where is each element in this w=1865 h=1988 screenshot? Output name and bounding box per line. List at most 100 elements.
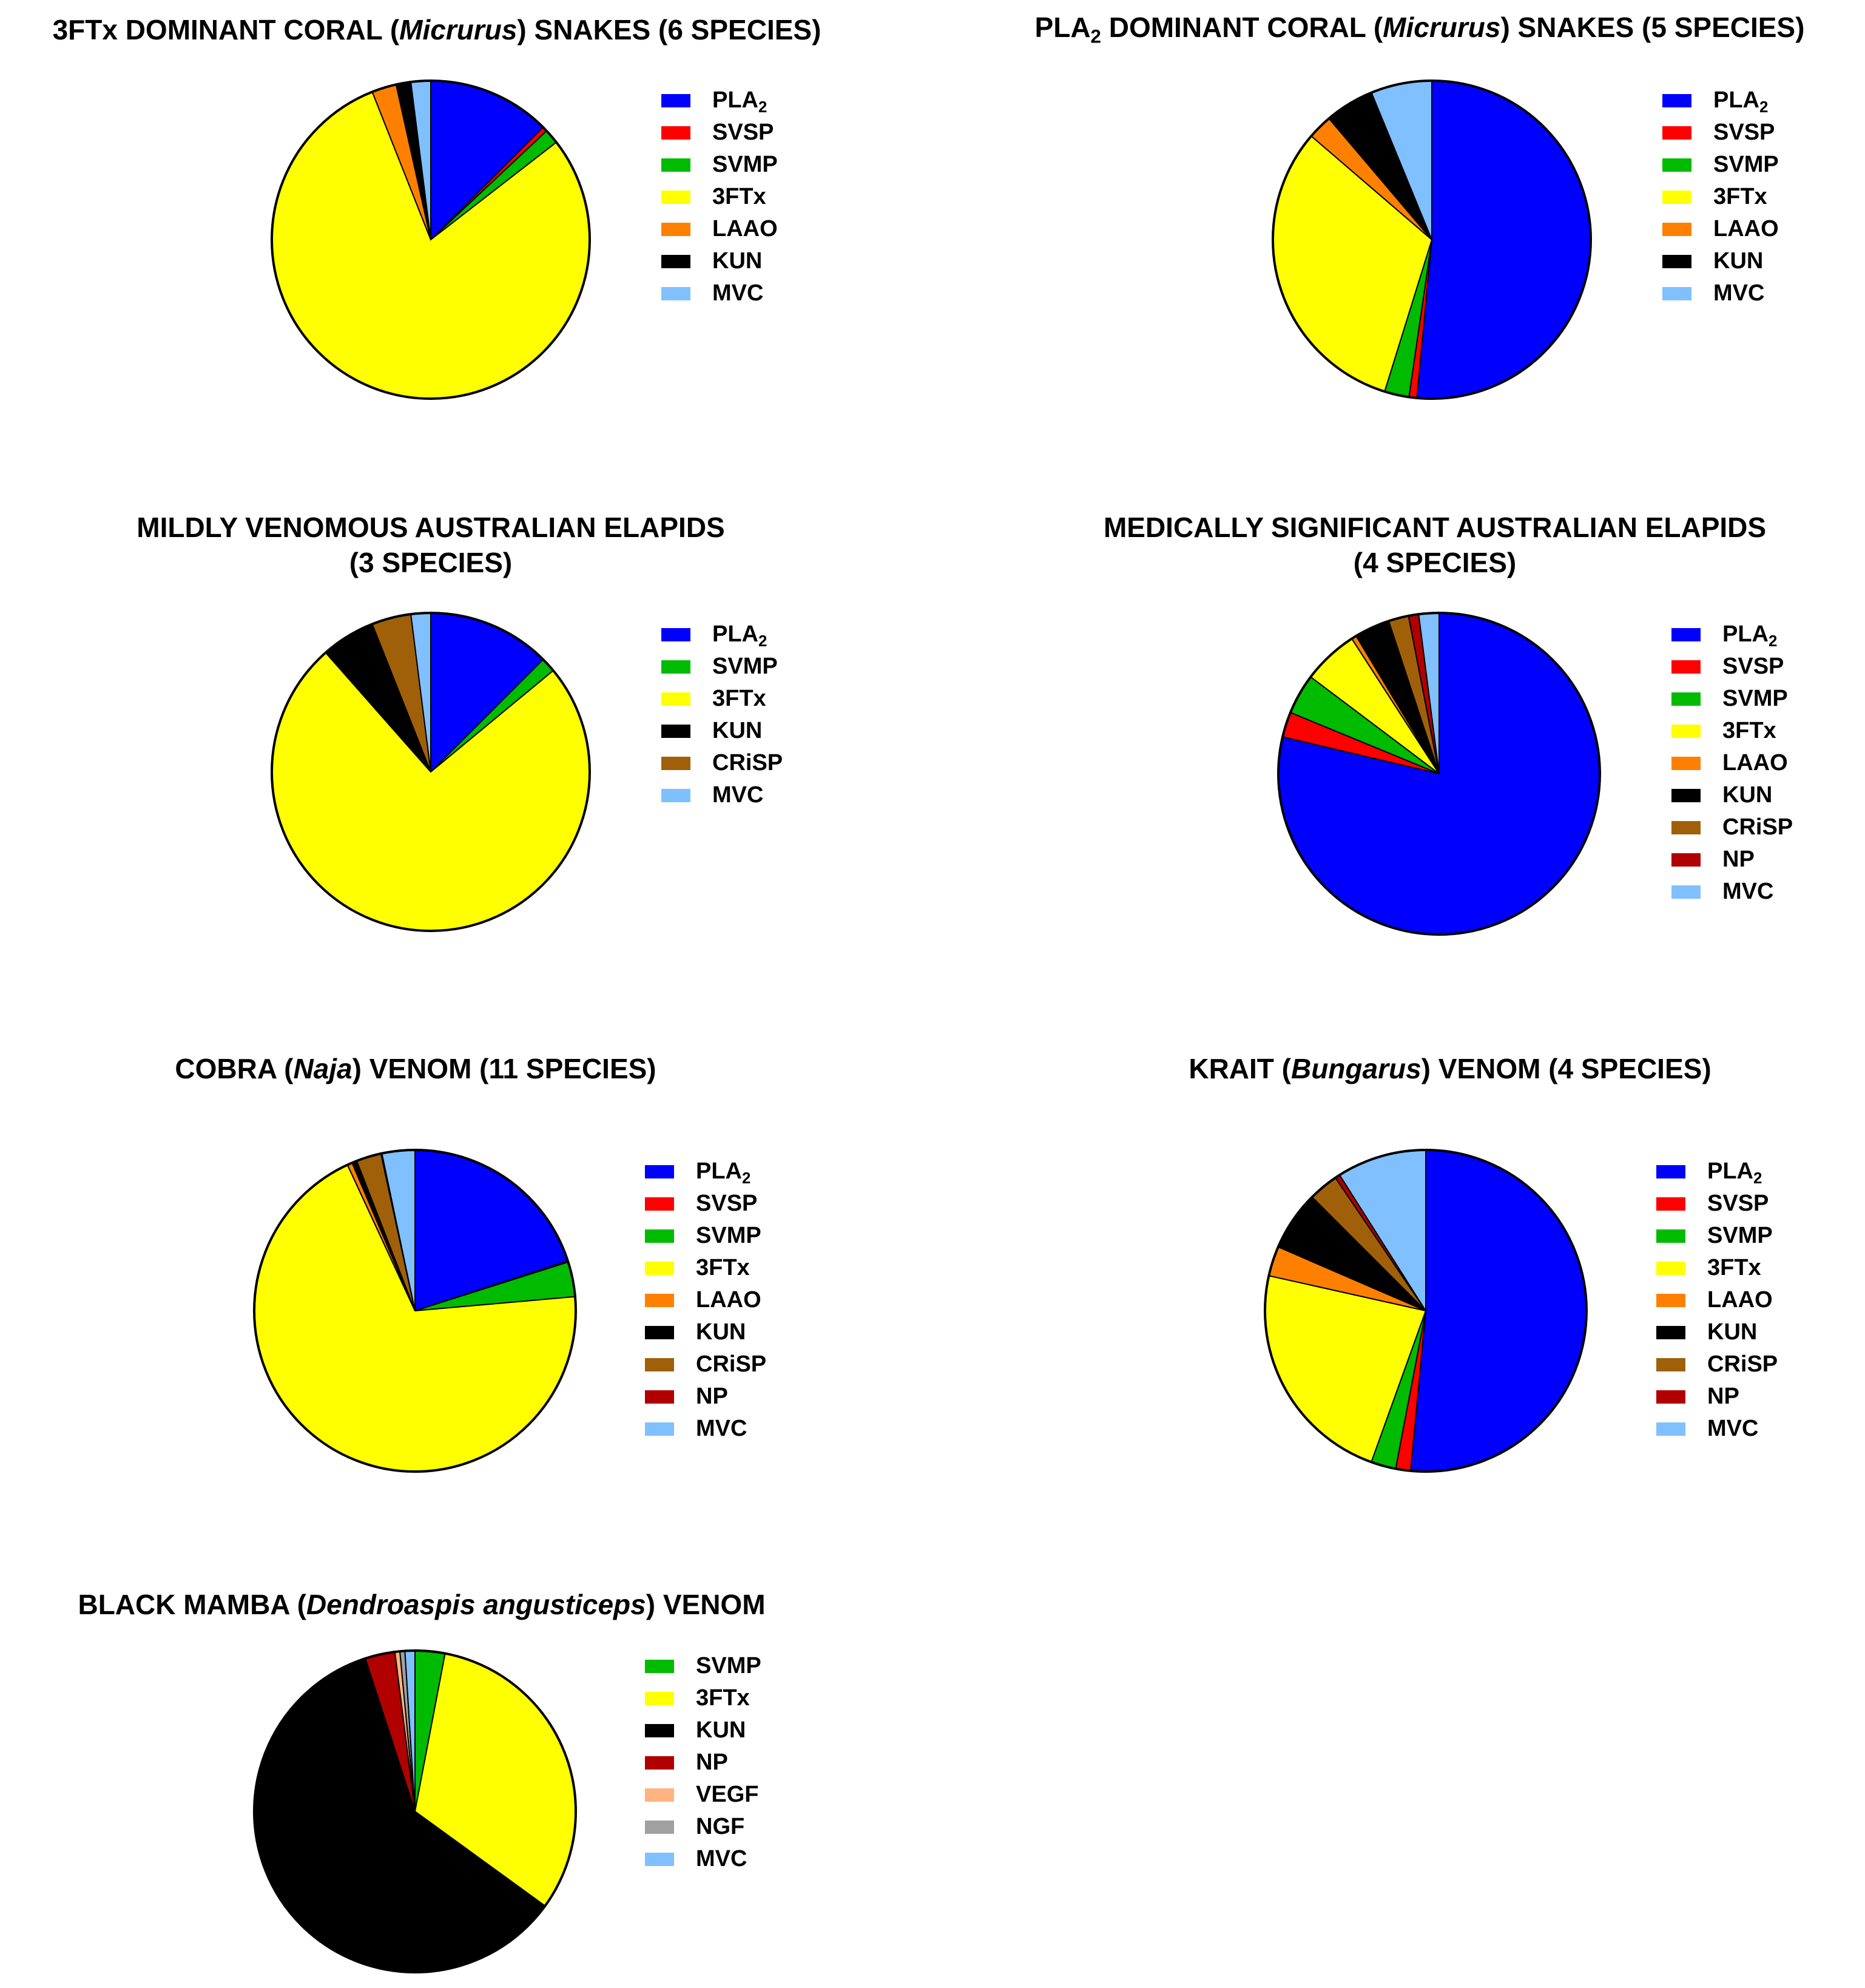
title-genus: Bungarus <box>1290 1053 1422 1084</box>
legend-label: SVSP <box>696 1191 758 1216</box>
legend-label: 3FTx <box>1722 718 1776 743</box>
legend-swatch <box>661 628 690 641</box>
chart-title: COBRA (Naja) VENOM (11 SPECIES) <box>97 1051 734 1086</box>
legend-swatch <box>1671 821 1701 834</box>
legend-swatch <box>661 223 690 236</box>
legend-swatch <box>645 1358 674 1371</box>
legend-swatch <box>661 94 690 107</box>
pie-chart <box>1272 79 1592 400</box>
legend-swatch <box>1671 725 1701 738</box>
legend-swatch <box>1671 789 1701 802</box>
legend-label: LAAO <box>1713 216 1779 242</box>
chart-title: 3FTx DOMINANT CORAL (Micrurus) SNAKES (6… <box>12 12 862 47</box>
legend-label: SVMP <box>1707 1223 1773 1248</box>
title-text: 3FTx DOMINANT CORAL ( <box>52 14 400 46</box>
pie-slice-pla2 <box>1416 79 1591 399</box>
legend-swatch <box>645 1229 674 1243</box>
legend-swatch <box>1656 1326 1685 1339</box>
legend-swatch <box>1662 158 1691 172</box>
pie-outline <box>1264 1149 1588 1473</box>
title-text: MILDLY VENOMOUS AUSTRALIAN ELAPIDS <box>137 512 725 543</box>
legend-swatch <box>1662 287 1691 300</box>
legend-swatch <box>661 287 690 300</box>
title-text: ) VENOM (11 SPECIES) <box>352 1053 656 1084</box>
legend-label: CRiSP <box>712 750 783 776</box>
chart-title: KRAIT (Bungarus) VENOM (4 SPECIES) <box>1086 1051 1814 1086</box>
legend-label: PLA2 <box>712 621 767 650</box>
legend-label: KUN <box>696 1319 746 1345</box>
title-text: ) VENOM <box>646 1589 766 1620</box>
legend-swatch <box>645 1422 674 1436</box>
title-genus: Dendroaspis angusticeps <box>306 1589 646 1620</box>
legend-label: MVC <box>712 782 764 808</box>
chart-title: MILDLY VENOMOUS AUSTRALIAN ELAPIDS (3 SPE… <box>67 510 795 580</box>
title-text: COBRA ( <box>175 1053 294 1084</box>
legend-swatch <box>1671 660 1701 674</box>
legend-label: SVSP <box>1722 654 1784 679</box>
title-subscript: 2 <box>1090 25 1101 47</box>
pie-chart <box>271 79 591 400</box>
legend-swatch <box>1671 757 1701 770</box>
legend-label: NP <box>1707 1384 1739 1409</box>
legend-swatch <box>1656 1390 1685 1404</box>
title-text: ) SNAKES (5 SPECIES) <box>1500 12 1805 43</box>
legend-label: SVMP <box>1722 686 1788 711</box>
legend-swatch <box>645 1165 674 1178</box>
legend-swatch <box>1656 1165 1685 1178</box>
pie-outline <box>253 1149 577 1473</box>
pie-outline <box>253 1649 577 1973</box>
legend-label: SVMP <box>1713 152 1779 177</box>
legend-swatch <box>1656 1262 1685 1275</box>
legend-swatch <box>1671 853 1701 867</box>
legend-label: PLA2 <box>1722 621 1778 650</box>
legend-label: VEGF <box>696 1782 759 1807</box>
legend-label: 3FTx <box>1707 1255 1761 1280</box>
legend-label: MVC <box>696 1416 747 1441</box>
legend-swatch <box>1671 885 1701 899</box>
legend-swatch <box>1671 628 1701 641</box>
legend-swatch <box>1662 191 1691 204</box>
legend-label: NP <box>1722 847 1755 872</box>
title-text: ) VENOM (4 SPECIES) <box>1421 1053 1712 1084</box>
pie-outline <box>271 612 591 932</box>
legend-label: NP <box>696 1750 728 1775</box>
legend-label: MVC <box>696 1846 747 1871</box>
legend-label: KUN <box>696 1717 746 1743</box>
legend-label: MVC <box>1722 879 1774 904</box>
legend-label: LAAO <box>696 1287 761 1313</box>
legend-label: KUN <box>1713 248 1764 274</box>
legend-label: PLA2 <box>696 1158 751 1187</box>
pie-chart <box>1277 612 1601 936</box>
legend-swatch <box>645 1692 674 1705</box>
legend-swatch <box>645 1326 674 1339</box>
legend-label: KUN <box>1722 782 1773 808</box>
title-genus: Naja <box>293 1053 352 1084</box>
title-text: MEDICALLY SIGNIFICANT AUSTRALIAN ELAPIDS <box>1103 512 1767 543</box>
legend-label: 3FTx <box>1713 184 1767 209</box>
legend-label: KUN <box>712 248 763 274</box>
legend-swatch <box>645 1197 674 1211</box>
legend-swatch <box>645 1294 674 1307</box>
legend-swatch <box>645 1724 674 1737</box>
title-species-count: (3 SPECIES) <box>349 547 513 578</box>
legend-swatch <box>661 191 690 204</box>
pie-chart <box>271 612 591 932</box>
legend-label: SVSP <box>1707 1191 1769 1216</box>
legend-label: NGF <box>696 1814 745 1839</box>
legend-swatch <box>645 1853 674 1866</box>
chart-title: MEDICALLY SIGNIFICANT AUSTRALIAN ELAPIDS… <box>1031 510 1838 580</box>
legend-label: KUN <box>712 718 763 743</box>
pie-outline <box>271 79 591 400</box>
legend-label: SVMP <box>696 1223 761 1248</box>
legend-swatch <box>661 757 690 770</box>
legend-swatch <box>1662 223 1691 236</box>
legend-label: 3FTx <box>696 1685 750 1711</box>
pie-chart <box>253 1149 577 1473</box>
legend-label: MVC <box>1707 1416 1759 1441</box>
legend-label: SVMP <box>696 1653 761 1679</box>
legend-swatch <box>645 1262 674 1275</box>
legend-label: PLA2 <box>1707 1158 1762 1187</box>
legend-label: LAAO <box>712 216 778 242</box>
legend-label: MVC <box>1713 280 1765 306</box>
legend-swatch <box>661 789 690 802</box>
